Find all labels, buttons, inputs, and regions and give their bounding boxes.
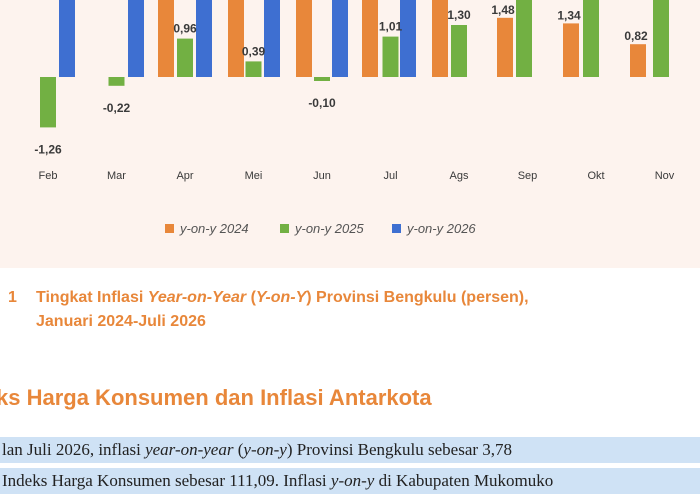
bar-2025-Mar — [108, 77, 125, 86]
para1-text-a: lan Juli 2026, inflasi — [2, 440, 146, 459]
paragraph-line-1: lan Juli 2026, inflasi year-on-year (y-o… — [0, 437, 700, 463]
legend-item-2025: y-on-y 2025 — [280, 221, 364, 236]
data-label-Mar: -0,22 — [103, 101, 131, 115]
para1-text-b: ( — [233, 440, 244, 459]
x-tick-label-Mei: Mei — [245, 170, 263, 182]
x-tick-label-Nov: Nov — [655, 170, 675, 182]
x-tick-label-Feb: Feb — [39, 170, 58, 182]
x-tick-label-Mar: Mar — [107, 170, 126, 182]
caption-text: Tingkat Inflasi Year-on-Year (Y-on-Y) Pr… — [36, 286, 676, 334]
bar-2024-Jun — [296, 0, 312, 77]
legend-label-2024: y-on-y 2024 — [180, 221, 249, 236]
data-label-Nov: 0,82 — [624, 29, 648, 43]
data-label-Mei: 0,39 — [242, 44, 266, 58]
bar-2025-Mei — [245, 61, 262, 77]
x-tick-label-Sep: Sep — [518, 170, 538, 182]
bar-2025-Sep — [516, 0, 532, 77]
bar-2026-Mar — [128, 0, 144, 77]
inflation-bar-chart: -1,26 Feb -0,22 Mar 0,96 Apr 0,39 Mei -0,10 Jun 1,… — [34, 0, 675, 182]
caption-number: 1 — [8, 289, 17, 306]
data-label-Apr: 0,96 — [173, 22, 197, 36]
data-label-Sep: 1,48 — [491, 3, 515, 17]
bar-2026-Jun — [332, 0, 348, 77]
bar-2025-Nov — [653, 0, 669, 77]
legend-label-2026: y-on-y 2026 — [407, 221, 476, 236]
data-label-Ags: 1,30 — [447, 8, 471, 22]
bar-2025-Apr — [177, 38, 193, 77]
bar-2025-Jun — [314, 77, 330, 81]
bar-2025-Feb — [40, 77, 56, 128]
x-tick-label-Jul: Jul — [383, 170, 397, 182]
chart-legend: y-on-y 2024 y-on-y 2025 y-on-y 2026 — [0, 221, 700, 241]
para1-italic-1: year-on-year — [145, 440, 234, 459]
bar-2024-Sep — [497, 17, 513, 77]
x-tick-label-Jun: Jun — [313, 170, 331, 182]
bar-2024-Ags — [432, 0, 448, 77]
x-tick-label-Apr: Apr — [176, 170, 193, 182]
data-label-Jul: 1,01 — [379, 20, 403, 34]
bar-2024-Jul — [362, 0, 378, 77]
bar-2026-Jul — [400, 0, 416, 77]
x-tick-label-Okt: Okt — [587, 170, 604, 182]
legend-item-2024: y-on-y 2024 — [165, 221, 249, 236]
data-label-Jun: -0,10 — [308, 96, 336, 110]
data-label-Okt: 1,34 — [557, 8, 581, 22]
bar-2026-Feb — [59, 0, 75, 77]
paragraph-line-2: Indeks Harga Konsumen sebesar 111,09. In… — [0, 468, 700, 494]
legend-swatch-2025 — [280, 224, 289, 233]
data-label-Feb: -1,26 — [34, 142, 62, 156]
bar-2026-Mei — [264, 0, 280, 77]
para1-text-c: ) Provinsi Bengkulu sebesar 3,78 — [286, 440, 513, 459]
bar-2026-Apr — [196, 0, 212, 77]
bar-2024-Mei — [228, 0, 244, 77]
caption-text-mid: ( — [246, 289, 256, 306]
chart-panel: -1,26 Feb -0,22 Mar 0,96 Apr 0,39 Mei -0,10 Jun 1,… — [0, 0, 700, 268]
legend-swatch-2026 — [392, 224, 401, 233]
section-heading: ks Harga Konsumen dan Inflasi Antarkota — [0, 385, 432, 410]
para1-italic-2: y-on-y — [243, 440, 287, 459]
bar-2024-Apr — [158, 0, 174, 77]
caption-italic-2: Y-on-Y — [255, 289, 307, 306]
caption-italic-1: Year-on-Year — [147, 289, 247, 306]
bar-2025-Jul — [382, 36, 399, 77]
legend-label-2025: y-on-y 2025 — [295, 221, 364, 236]
caption-text-pre: Tingkat Inflasi — [36, 289, 148, 306]
caption-line-2: Januari 2024-Juli 2026 — [36, 313, 206, 330]
para2-italic: y-on-y — [330, 471, 375, 490]
x-tick-label-Ags: Ags — [450, 170, 469, 182]
para2-text-a: Indeks Harga Konsumen sebesar 111,09. In… — [2, 471, 331, 490]
bar-2024-Nov — [630, 44, 646, 77]
para2-text-b: di Kabupaten Mukomuko — [374, 471, 554, 490]
bar-2025-Okt — [583, 0, 599, 77]
bar-2025-Ags — [451, 25, 467, 77]
legend-swatch-2024 — [165, 224, 174, 233]
bar-2024-Okt — [563, 23, 579, 77]
caption-text-post: ) Provinsi Bengkulu (persen), — [306, 289, 529, 306]
legend-item-2026: y-on-y 2026 — [392, 221, 476, 236]
